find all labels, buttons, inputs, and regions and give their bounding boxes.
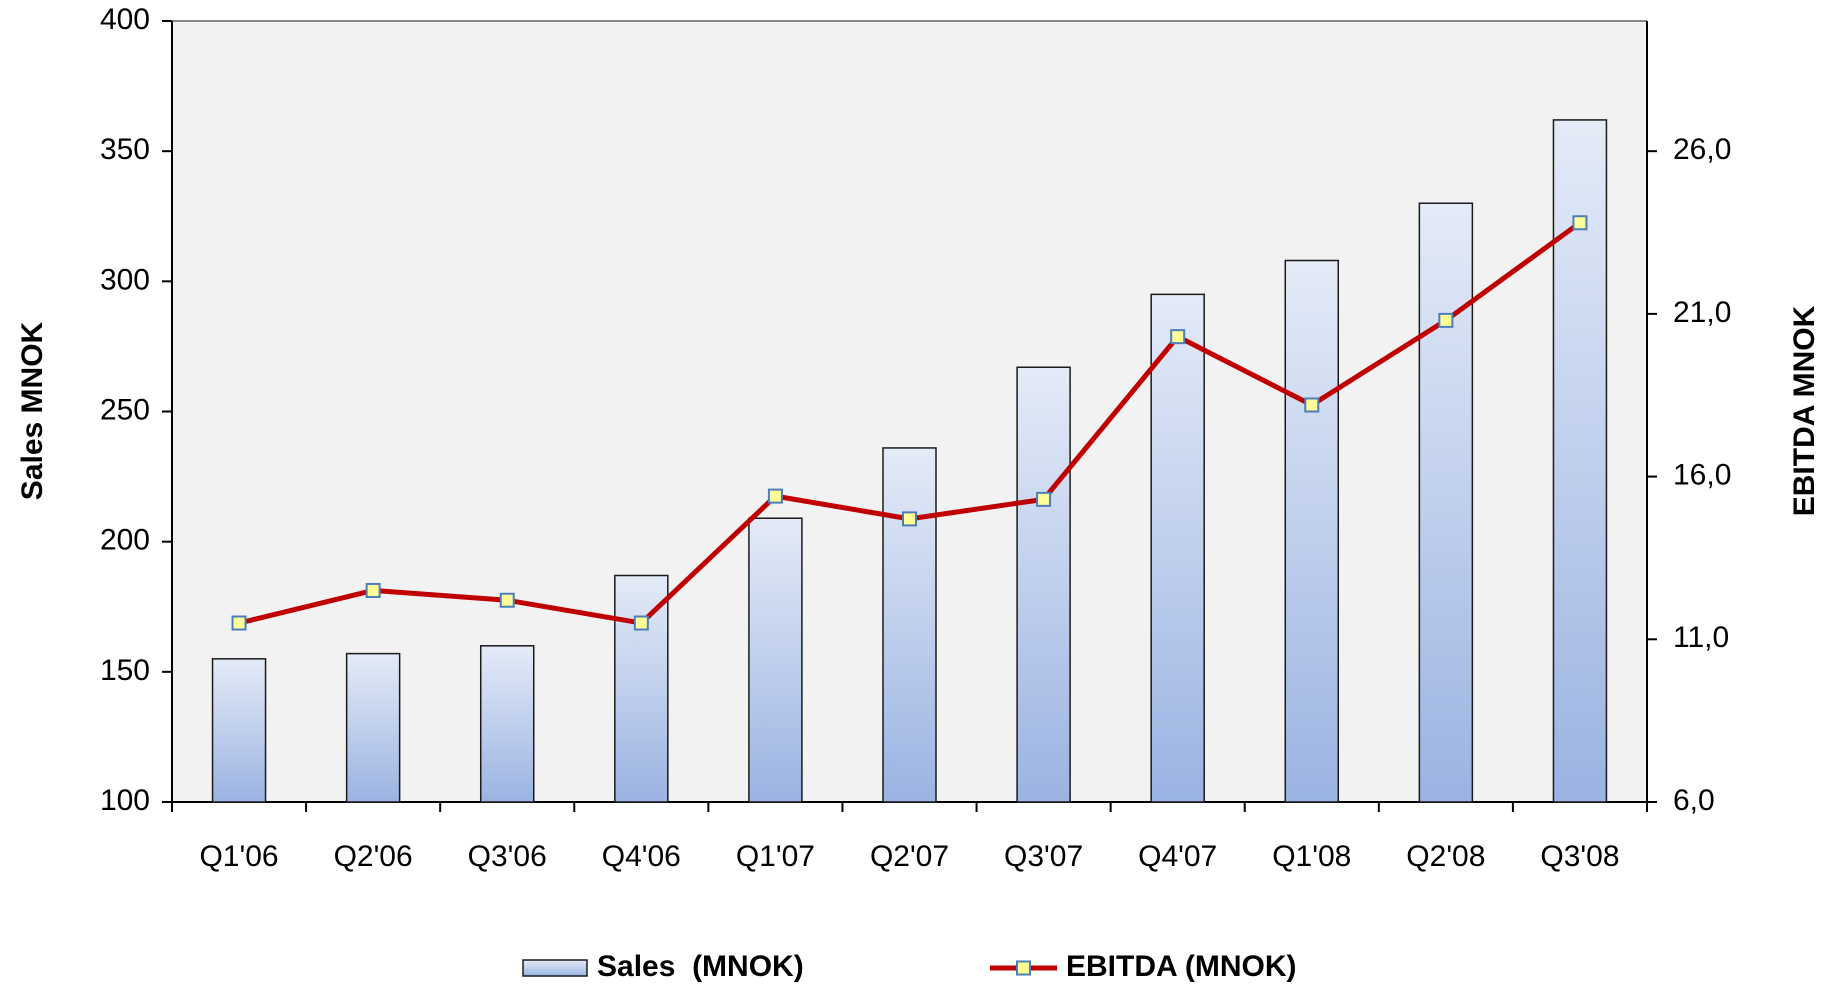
- bar: [882, 447, 937, 803]
- line-marker: [1572, 215, 1588, 231]
- bar: [1016, 366, 1071, 803]
- y2-tick-label: 26,0: [1673, 133, 1731, 166]
- x-tick-label: Q1'07: [736, 840, 815, 873]
- x-tick-label: Q4'07: [1138, 840, 1217, 873]
- x-tick-label: Q3'08: [1540, 840, 1619, 873]
- y2-tick-label: 21,0: [1673, 296, 1731, 329]
- legend-label: EBITDA (MNOK): [1066, 950, 1297, 983]
- line-marker: [365, 582, 381, 598]
- y-axis-title: Sales MNOK: [16, 321, 49, 500]
- x-tick-label: Q1'06: [199, 840, 278, 873]
- y-tick-label: 100: [100, 784, 150, 817]
- bar: [345, 652, 401, 803]
- y-tick-label: 350: [100, 133, 150, 166]
- line-marker: [499, 592, 515, 608]
- bar: [1418, 202, 1474, 803]
- x-tick-label: Q3'06: [468, 840, 547, 873]
- y-tick-label: 150: [100, 654, 150, 687]
- line-marker: [633, 615, 649, 631]
- y2-axis-title: EBITDA MNOK: [1788, 305, 1821, 516]
- line-marker: [902, 511, 917, 527]
- line-marker: [1170, 329, 1186, 345]
- x-tick-label: Q2'07: [870, 840, 949, 873]
- line-marker: [767, 488, 783, 504]
- y2-tick-label: 11,0: [1673, 621, 1729, 654]
- bar: [614, 574, 669, 803]
- legend-icon: [522, 959, 588, 977]
- y-tick-label: 250: [100, 393, 150, 426]
- bar: [479, 645, 535, 803]
- line-marker: [1036, 491, 1052, 507]
- legend-icon: [1016, 960, 1031, 976]
- legend-label: Sales (MNOK): [597, 950, 804, 983]
- x-tick-label: Q2'06: [334, 840, 413, 873]
- line-marker: [1304, 397, 1320, 413]
- bar: [1284, 259, 1340, 803]
- x-tick-label: Q1'08: [1272, 840, 1351, 873]
- y-tick-label: 300: [100, 263, 150, 296]
- y2-tick-label: 6,0: [1673, 784, 1715, 817]
- x-tick-label: Q3'07: [1004, 840, 1083, 873]
- line-marker: [231, 615, 247, 631]
- bar: [1150, 293, 1205, 803]
- bar: [211, 658, 267, 803]
- x-tick-label: Q2'08: [1406, 840, 1485, 873]
- y-tick-label: 400: [100, 3, 150, 36]
- y2-tick-label: 16,0: [1673, 459, 1731, 492]
- x-tick-label: Q4'06: [602, 840, 681, 873]
- bar: [748, 517, 803, 803]
- line-marker: [1438, 312, 1454, 328]
- y-tick-label: 200: [100, 524, 150, 557]
